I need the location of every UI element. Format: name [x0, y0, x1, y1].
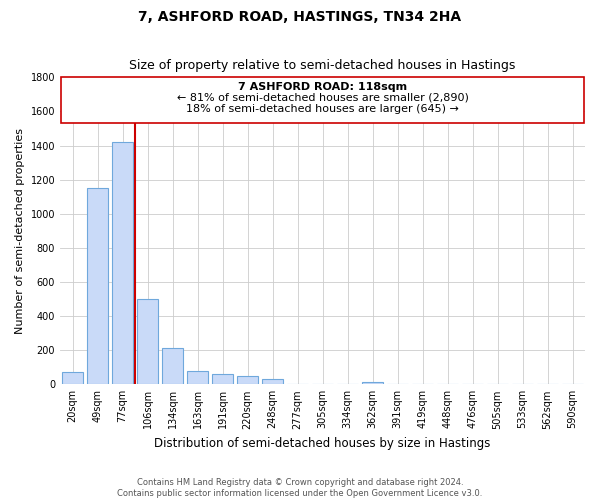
- Bar: [262, 379, 283, 384]
- Bar: [112, 142, 133, 384]
- X-axis label: Distribution of semi-detached houses by size in Hastings: Distribution of semi-detached houses by …: [154, 437, 491, 450]
- Title: Size of property relative to semi-detached houses in Hastings: Size of property relative to semi-detach…: [130, 59, 516, 72]
- Text: 7 ASHFORD ROAD: 118sqm: 7 ASHFORD ROAD: 118sqm: [238, 82, 407, 92]
- Bar: [162, 348, 183, 385]
- Text: 18% of semi-detached houses are larger (645) →: 18% of semi-detached houses are larger (…: [186, 104, 459, 114]
- Y-axis label: Number of semi-detached properties: Number of semi-detached properties: [15, 128, 25, 334]
- Text: ← 81% of semi-detached houses are smaller (2,890): ← 81% of semi-detached houses are smalle…: [176, 93, 469, 103]
- Text: 7, ASHFORD ROAD, HASTINGS, TN34 2HA: 7, ASHFORD ROAD, HASTINGS, TN34 2HA: [139, 10, 461, 24]
- Bar: [212, 374, 233, 384]
- Bar: [237, 376, 258, 384]
- Bar: [62, 372, 83, 384]
- FancyBboxPatch shape: [61, 78, 584, 124]
- Bar: [362, 382, 383, 384]
- Bar: [87, 188, 108, 384]
- Bar: [187, 370, 208, 384]
- Bar: [137, 299, 158, 384]
- Text: Contains HM Land Registry data © Crown copyright and database right 2024.
Contai: Contains HM Land Registry data © Crown c…: [118, 478, 482, 498]
